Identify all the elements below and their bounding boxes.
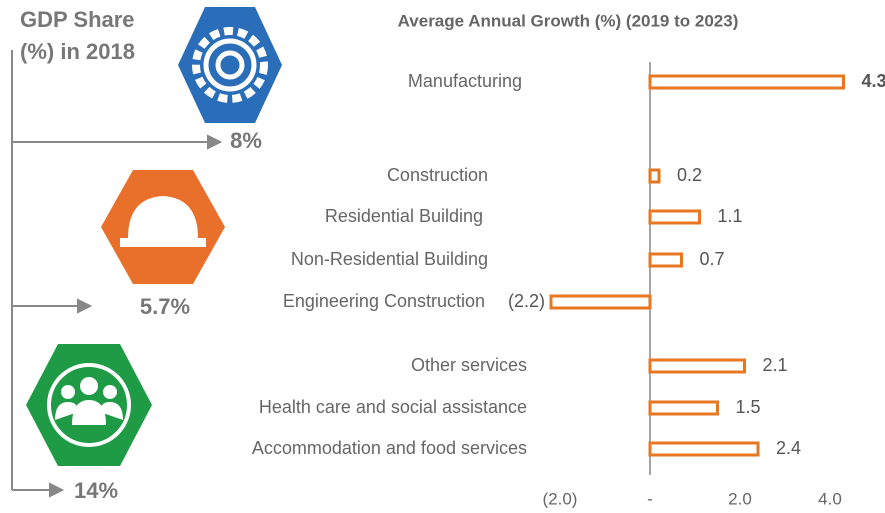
gdp-share-label: 5.7% — [140, 294, 190, 319]
value-label: 2.4 — [776, 438, 801, 458]
bar — [648, 209, 701, 225]
value-label: 4.3 — [862, 71, 885, 91]
category-label: Construction — [387, 165, 488, 185]
value-label: 0.2 — [677, 165, 702, 185]
value-label: 2.1 — [763, 355, 788, 375]
bar — [549, 294, 652, 310]
value-label: 1.5 — [736, 397, 761, 417]
category-label: Manufacturing — [408, 71, 522, 91]
value-label: 0.7 — [700, 249, 725, 269]
x-tick-label: 4.0 — [818, 489, 842, 508]
x-tick-label: - — [647, 489, 653, 508]
category-label: Engineering Construction — [283, 291, 485, 311]
bar — [648, 252, 683, 268]
gdp-share-title: GDP Share (%) in 2018 — [20, 7, 135, 64]
category-label: Accommodation and food services — [252, 438, 527, 458]
category-label: Residential Building — [325, 206, 483, 226]
value-label: 1.1 — [718, 206, 743, 226]
gdp-share-label: 14% — [74, 478, 118, 503]
category-label: Other services — [411, 355, 527, 375]
connectors — [11, 50, 223, 498]
bar — [648, 441, 760, 457]
bar — [648, 74, 845, 90]
icon-services — [26, 344, 152, 466]
value-label: (2.2) — [508, 291, 545, 311]
category-label: Health care and social assistance — [259, 397, 527, 417]
category-label: Non-Residential Building — [291, 249, 488, 269]
gdp-share-label: 8% — [230, 128, 262, 153]
bar — [648, 400, 719, 416]
bar — [648, 358, 746, 374]
x-tick-label: 2.0 — [728, 489, 752, 508]
chart-title: Average Annual Growth (%) (2019 to 2023) — [398, 11, 739, 30]
x-tick-label: (2.0) — [543, 489, 578, 508]
icon-construction — [101, 170, 225, 284]
bar — [648, 168, 661, 184]
icon-manufacturing — [178, 7, 282, 123]
